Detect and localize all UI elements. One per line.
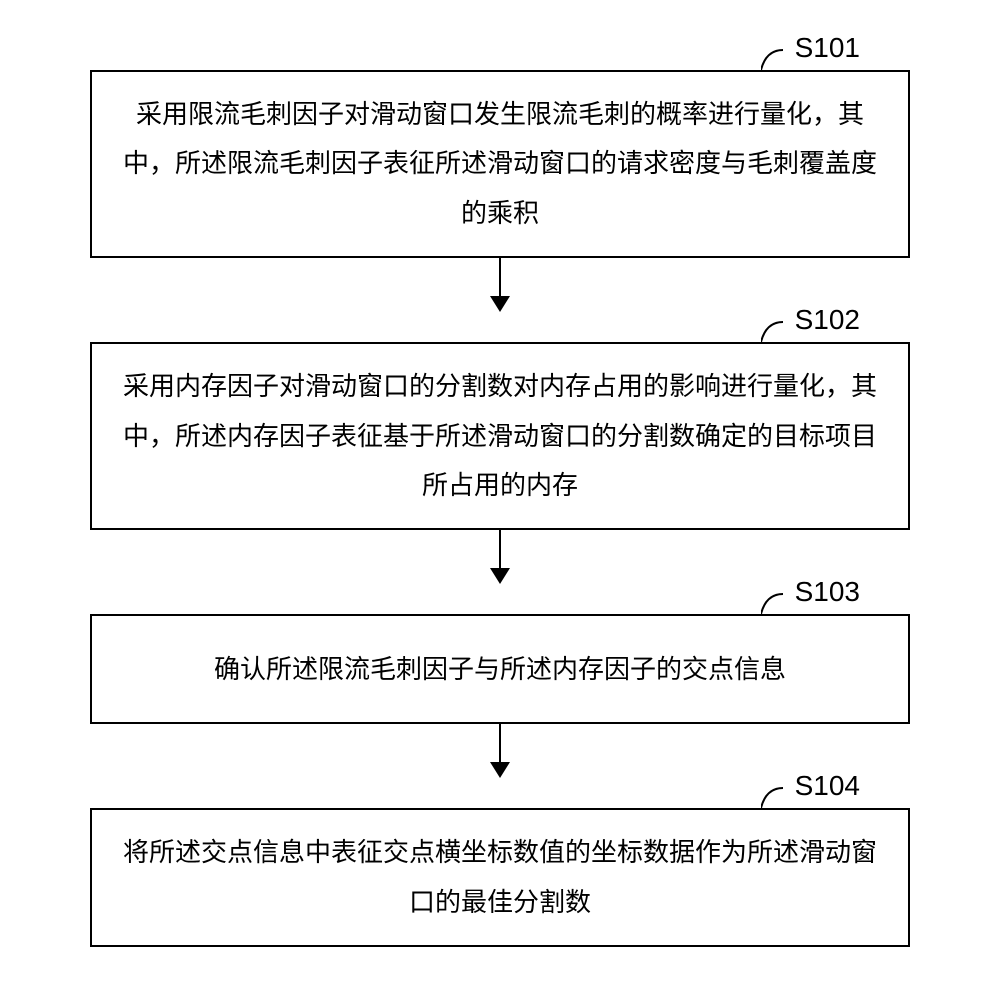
arrow-head-1 bbox=[490, 296, 510, 312]
arrow-line-1 bbox=[499, 258, 501, 298]
label-connector-curve-3 bbox=[761, 592, 785, 614]
step-label-4: S104 bbox=[795, 770, 860, 802]
step-wrapper-4: S104 将所述交点信息中表征交点横坐标数值的坐标数据作为所述滑动窗口的最佳分割… bbox=[60, 808, 940, 947]
step-box-2: 采用内存因子对滑动窗口的分割数对内存占用的影响进行量化，其中，所述内存因子表征基… bbox=[90, 342, 910, 530]
label-connector-curve-4 bbox=[761, 786, 785, 808]
step-box-4: 将所述交点信息中表征交点横坐标数值的坐标数据作为所述滑动窗口的最佳分割数 bbox=[90, 808, 910, 947]
arrow-head-3 bbox=[490, 762, 510, 778]
step-wrapper-3: S103 确认所述限流毛刺因子与所述内存因子的交点信息 bbox=[60, 614, 940, 724]
step-box-3: 确认所述限流毛刺因子与所述内存因子的交点信息 bbox=[90, 614, 910, 724]
step-label-2: S102 bbox=[795, 304, 860, 336]
step-box-1: 采用限流毛刺因子对滑动窗口发生限流毛刺的概率进行量化，其中，所述限流毛刺因子表征… bbox=[90, 70, 910, 258]
step-wrapper-2: S102 采用内存因子对滑动窗口的分割数对内存占用的影响进行量化，其中，所述内存… bbox=[60, 342, 940, 530]
label-connector-curve-2 bbox=[761, 320, 785, 342]
arrow-line-3 bbox=[499, 724, 501, 764]
label-connector-curve-1 bbox=[761, 48, 785, 70]
arrow-head-2 bbox=[490, 568, 510, 584]
step-label-3: S103 bbox=[795, 576, 860, 608]
arrow-line-2 bbox=[499, 530, 501, 570]
step-wrapper-1: S101 采用限流毛刺因子对滑动窗口发生限流毛刺的概率进行量化，其中，所述限流毛… bbox=[60, 70, 940, 258]
flowchart-container: S101 采用限流毛刺因子对滑动窗口发生限流毛刺的概率进行量化，其中，所述限流毛… bbox=[0, 0, 1000, 987]
step-label-1: S101 bbox=[795, 32, 860, 64]
